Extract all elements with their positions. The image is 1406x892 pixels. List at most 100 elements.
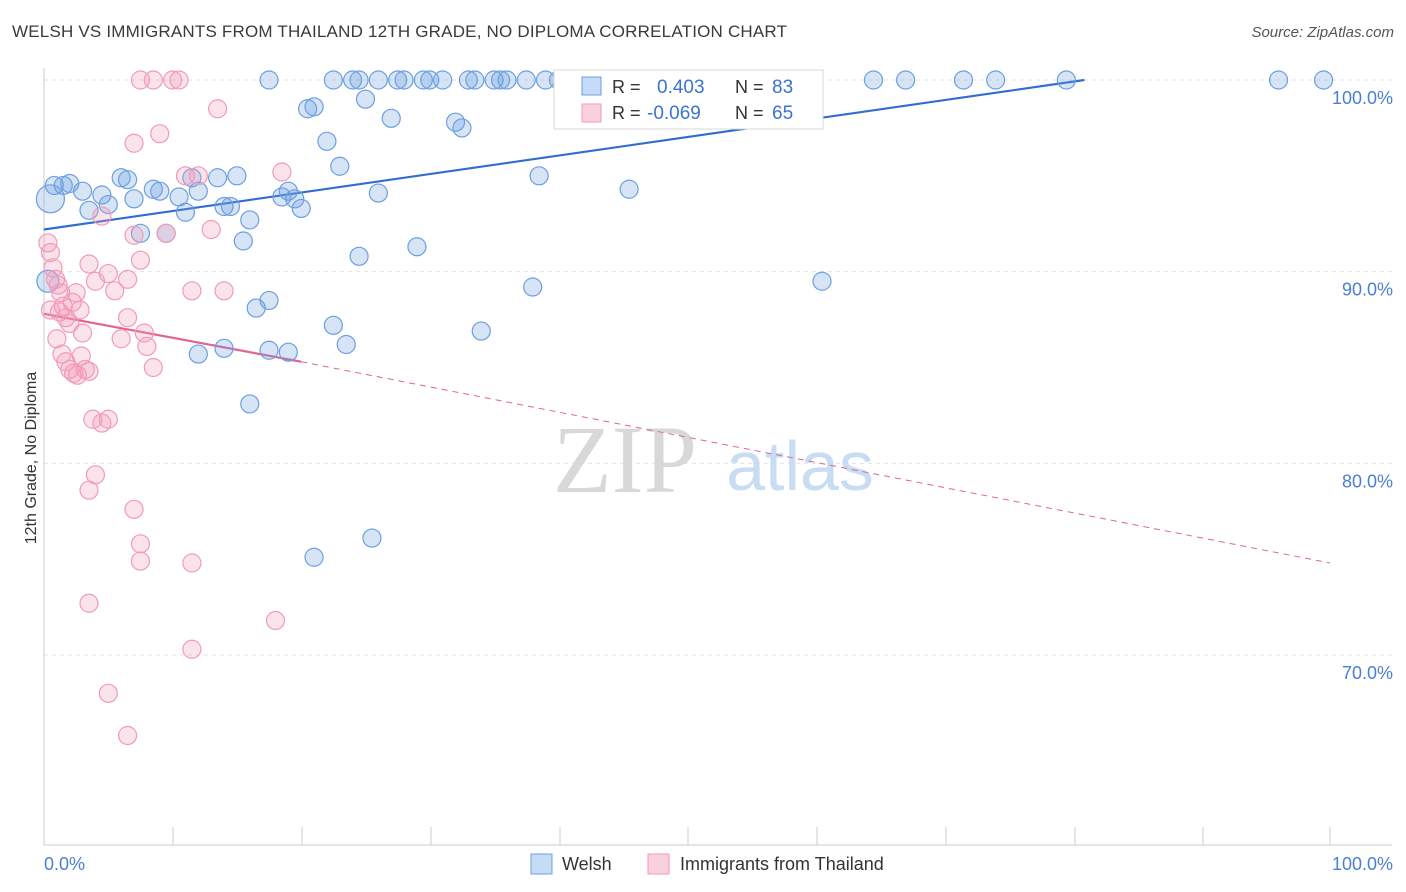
point-welsh-68: [214, 338, 234, 358]
point-thailand-54: [182, 553, 202, 573]
point-welsh-6: [92, 185, 112, 205]
point-welsh-7: [98, 194, 118, 215]
y-tick-label-2: 80.0%: [1342, 471, 1393, 491]
legend-label-welsh: Welsh: [562, 854, 612, 874]
legend: Welsh Immigrants from Thailand: [530, 853, 884, 875]
point-thailand-21: [79, 254, 99, 274]
point-welsh-79: [1056, 70, 1076, 90]
point-thailand-35: [163, 70, 183, 90]
point-welsh-54: [516, 70, 536, 90]
point-welsh-40: [368, 70, 388, 90]
point-welsh-22: [227, 166, 247, 186]
gridlines: [44, 79, 1392, 656]
point-thailand-31: [137, 336, 157, 357]
point-thailand-29: [130, 250, 151, 270]
point-thailand-19: [79, 361, 99, 381]
point-welsh-41: [381, 108, 401, 128]
y-tick-label-1: 90.0%: [1342, 280, 1393, 300]
point-welsh-78: [986, 70, 1006, 90]
stats-n-label-thailand: N =: [735, 103, 764, 123]
watermark-atlas: atlas: [726, 427, 874, 505]
point-thailand-36: [169, 70, 189, 90]
axes: [43, 68, 1392, 846]
point-welsh-77: [953, 70, 974, 90]
point-welsh-39: [355, 89, 376, 109]
point-welsh-37: [343, 70, 363, 90]
point-welsh-20: [214, 196, 234, 217]
x-tick-label-0: 0.0%: [44, 854, 85, 874]
point-thailand-52: [130, 534, 151, 554]
point-thailand-2: [43, 258, 63, 278]
point-welsh-66: [336, 334, 356, 355]
point-welsh-44: [413, 70, 433, 90]
point-welsh-33: [304, 97, 324, 117]
point-thailand-4: [48, 275, 68, 295]
point-welsh-29: [278, 181, 298, 201]
point-thailand-61: [49, 302, 70, 322]
point-thailand-50: [79, 480, 99, 500]
point-welsh-30: [285, 189, 305, 209]
point-welsh-43: [394, 70, 414, 90]
point-welsh-50: [465, 70, 485, 90]
point-welsh-42: [388, 70, 408, 90]
point-welsh-34: [317, 131, 337, 151]
point-welsh-81: [1313, 70, 1334, 90]
point-welsh-48: [452, 118, 472, 138]
point-welsh-46: [433, 70, 453, 90]
y-tick-labels: 100.0% 90.0% 80.0% 70.0%: [1332, 88, 1393, 683]
point-welsh-53: [497, 70, 517, 90]
point-thailand-63: [117, 308, 138, 328]
legend-swatch-welsh: [530, 853, 553, 875]
point-welsh-74: [812, 271, 832, 291]
point-welsh-24: [240, 210, 260, 230]
stats-r-value-welsh: 0.403: [657, 77, 705, 98]
data-points: [35, 70, 1334, 746]
point-thailand-40: [201, 219, 221, 240]
stats-n-label-welsh: N =: [735, 77, 764, 97]
point-welsh-9: [124, 189, 144, 209]
trend-thailand-extension: [301, 361, 1331, 564]
x-tick-label-1: 100.0%: [1332, 854, 1393, 874]
point-welsh-70: [278, 342, 298, 362]
stats-n-value-welsh: 83: [772, 77, 793, 98]
point-welsh-35: [323, 70, 343, 90]
point-thailand-41: [208, 99, 228, 119]
trend-welsh: [43, 78, 1085, 231]
point-thailand-28: [124, 225, 144, 245]
point-thailand-27: [117, 269, 138, 289]
point-welsh-72: [304, 547, 324, 567]
point-thailand-11: [47, 329, 67, 349]
point-welsh-76: [896, 70, 916, 90]
y-axis-label: 12th Grade, No Diploma: [23, 372, 40, 545]
point-welsh-62: [407, 237, 427, 257]
y-tick-label-0: 100.0%: [1332, 88, 1393, 108]
point-thailand-26: [111, 329, 131, 349]
stats-r-label-thailand: R =: [612, 103, 641, 123]
source-credit: Source: ZipAtlas.com: [1251, 24, 1394, 41]
point-thailand-48: [98, 409, 118, 429]
point-thailand-62: [70, 300, 90, 320]
stats-legend-box: R = 0.403 N = 83 R = -0.069 N = 65: [553, 69, 824, 130]
point-thailand-23: [92, 206, 112, 226]
point-thailand-58: [98, 683, 118, 703]
y-tick-label-3: 70.0%: [1342, 663, 1393, 683]
point-thailand-10: [66, 283, 86, 303]
x-tick-labels: 0.0% 100.0%: [44, 854, 1393, 874]
point-welsh-38: [349, 70, 369, 90]
point-thailand-51: [124, 499, 144, 519]
point-thailand-59: [117, 725, 138, 746]
point-welsh-21: [220, 196, 241, 217]
point-welsh-23: [233, 231, 253, 251]
point-thailand-1: [40, 242, 61, 263]
chart-title: WELSH VS IMMIGRANTS FROM THAILAND 12TH G…: [12, 22, 788, 41]
point-thailand-64: [83, 409, 103, 429]
point-welsh-27: [259, 70, 279, 90]
point-thailand-14: [60, 359, 80, 380]
point-thailand-25: [105, 281, 125, 301]
trend-thailand: [43, 312, 302, 363]
point-welsh-55: [529, 166, 549, 186]
point-welsh-31: [291, 198, 311, 219]
point-thailand-53: [130, 551, 151, 571]
point-thailand-56: [265, 610, 286, 631]
